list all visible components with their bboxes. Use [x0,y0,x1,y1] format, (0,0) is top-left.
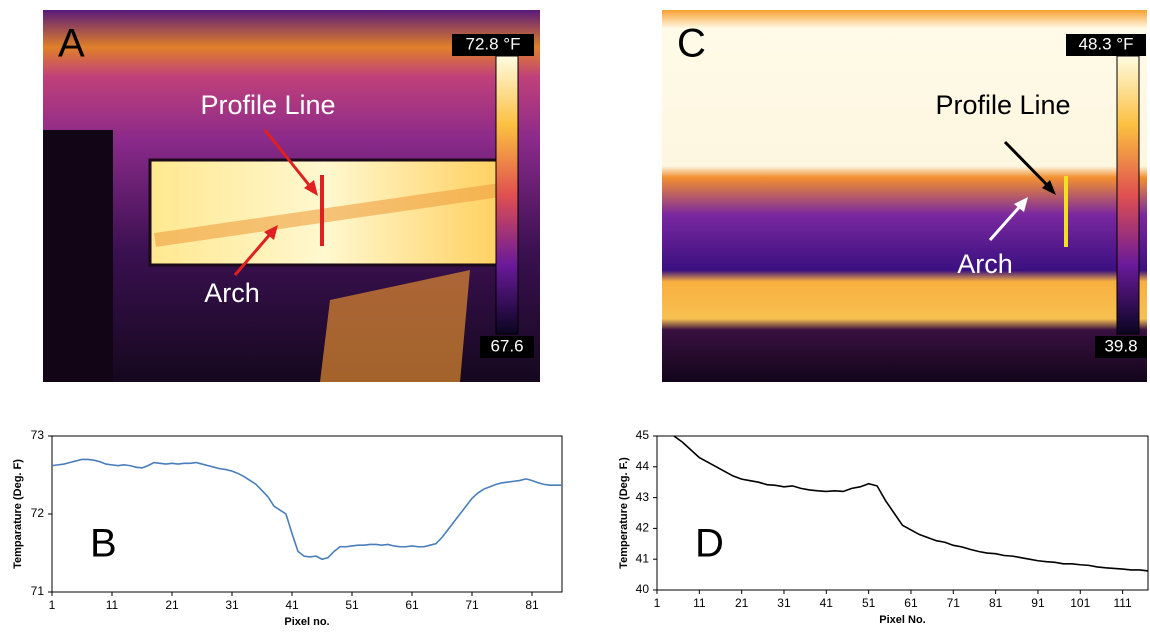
x-tick-label: 11 [693,596,706,610]
x-tick-label: 21 [165,598,179,612]
plot-frame [51,435,563,593]
x-axis-label: Pixel no. [284,616,329,628]
x-tick-label: 91 [1031,596,1045,610]
x-tick-label: 31 [225,598,239,612]
label-bg [1095,336,1147,358]
plot-frame [656,435,1149,591]
panel-label: C [677,22,706,66]
y-tick-label: 71 [31,584,45,598]
y-tick-label: 40 [636,582,650,596]
shadow [43,130,113,382]
scale-min: 39.8 [1104,336,1137,355]
arrow [1003,140,1052,190]
scale-max: 72.8 °F [466,34,521,53]
y-tick-label: 72 [31,506,45,520]
x-tick-label: 101 [1070,596,1090,610]
scale-max: 48.3 °F [1079,34,1134,53]
label-bg [480,336,534,358]
x-tick-label: 81 [525,598,539,612]
arrow [233,231,274,276]
data-line [673,435,1149,572]
arrow [988,203,1024,241]
x-axis-label: Pixel No. [879,614,925,626]
arrowhead [1014,197,1028,212]
arrow [263,129,315,191]
y-axis-label: Temperature (Deg. F.) [618,457,630,569]
arrowhead [304,180,318,196]
y-tick-label: 41 [636,551,650,565]
thermal-image-a: A 72.8 °F 67.6 Profile Line Arch [43,10,540,382]
x-tick-label: 1 [654,596,661,610]
x-tick-label: 41 [820,596,834,610]
debris [320,270,470,382]
panel-label: B [90,522,117,566]
x-tick-label: 1 [49,598,56,612]
x-tick-label: 11 [106,598,119,612]
y-tick-label: 42 [636,521,650,535]
x-tick-label: 111 [1113,596,1132,610]
annotation: Arch [957,249,1013,279]
x-tick-label: 71 [947,596,961,610]
x-tick-label: 61 [405,598,419,612]
label-bg [452,34,534,56]
x-tick-label: 31 [777,596,791,610]
arrowhead [264,225,278,240]
thermal-background [662,10,1147,382]
arch-band [153,183,502,247]
x-tick-label: 21 [735,596,749,610]
x-tick-label: 81 [989,596,1003,610]
color-scale [1116,55,1140,335]
y-tick-label: 73 [31,428,45,442]
color-scale [495,55,519,335]
x-tick-label: 51 [862,596,876,610]
data-line [51,458,562,561]
y-tick-label: 44 [636,459,650,473]
x-tick-label: 41 [285,598,299,612]
x-tick-label: 71 [465,598,479,612]
thermal-image-c: C 48.3 °F 39.8 Profile Line Arch [662,10,1147,382]
annotation: Profile Line [200,90,335,120]
x-tick-label: 51 [345,598,359,612]
scale-min: 67.6 [490,336,523,355]
panel-label: D [695,522,724,566]
y-tick-label: 45 [636,428,650,442]
y-tick-label: 43 [636,490,650,504]
y-axis-label: Temparature (Deg. F) [12,459,24,569]
annotation: Profile Line [935,90,1070,120]
arrowhead [1042,180,1056,195]
x-tick-label: 61 [904,596,918,610]
panel-label: A [58,22,85,66]
label-bg [1066,34,1146,56]
annotation: Arch [204,278,260,308]
